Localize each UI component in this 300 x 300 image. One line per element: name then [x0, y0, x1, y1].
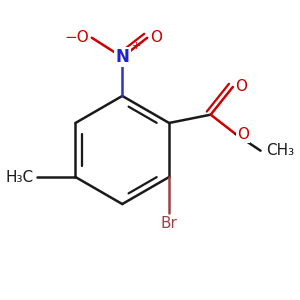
Text: +: +	[131, 41, 141, 51]
Text: −O: −O	[64, 30, 89, 45]
Text: O: O	[237, 127, 249, 142]
Text: CH₃: CH₃	[266, 143, 294, 158]
Text: N: N	[115, 48, 129, 66]
Text: H₃C: H₃C	[6, 169, 34, 184]
Text: O: O	[236, 80, 247, 94]
Text: O: O	[150, 30, 162, 45]
Text: Br: Br	[161, 216, 178, 231]
